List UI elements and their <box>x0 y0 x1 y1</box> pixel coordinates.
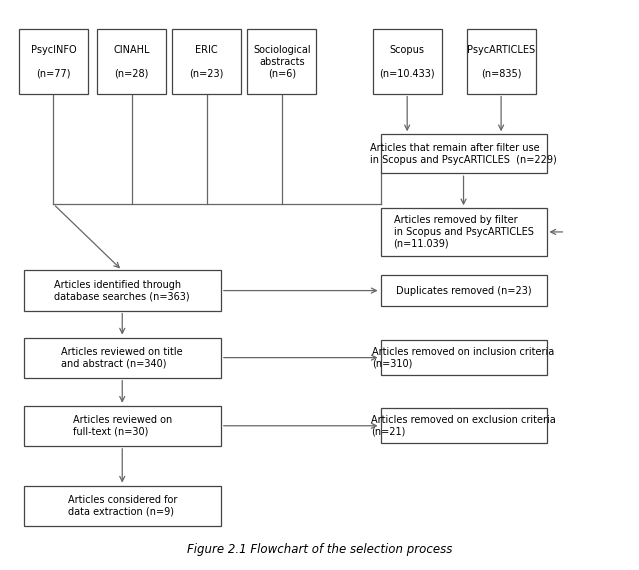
FancyBboxPatch shape <box>381 340 546 375</box>
FancyBboxPatch shape <box>97 30 166 93</box>
Text: Sociological
abstracts
(n=6): Sociological abstracts (n=6) <box>253 45 311 78</box>
Text: PsycARTICLES

(n=835): PsycARTICLES (n=835) <box>467 45 535 78</box>
Text: Duplicates removed (n=23): Duplicates removed (n=23) <box>396 286 532 296</box>
FancyBboxPatch shape <box>381 409 546 443</box>
FancyBboxPatch shape <box>19 30 88 93</box>
FancyBboxPatch shape <box>466 30 535 93</box>
FancyBboxPatch shape <box>381 134 546 173</box>
FancyBboxPatch shape <box>24 271 221 311</box>
FancyBboxPatch shape <box>247 30 316 93</box>
Text: Articles reviewed on title
and abstract (n=340): Articles reviewed on title and abstract … <box>61 347 183 368</box>
Text: Scopus

(n=10.433): Scopus (n=10.433) <box>380 45 435 78</box>
Text: CINAHL

(n=28): CINAHL (n=28) <box>113 45 150 78</box>
Text: Articles removed on exclusion criteria
(n=21): Articles removed on exclusion criteria (… <box>371 415 556 437</box>
Text: Articles reviewed on
full-text (n=30): Articles reviewed on full-text (n=30) <box>73 415 172 437</box>
FancyBboxPatch shape <box>381 275 546 306</box>
FancyBboxPatch shape <box>24 486 221 526</box>
Text: PsycINFO

(n=77): PsycINFO (n=77) <box>31 45 76 78</box>
Text: Articles that remain after filter use
in Scopus and PsycARTICLES  (n=229): Articles that remain after filter use in… <box>370 143 557 165</box>
Text: Articles identified through
database searches (n=363): Articles identified through database sea… <box>54 280 190 302</box>
FancyBboxPatch shape <box>373 30 442 93</box>
Text: ERIC

(n=23): ERIC (n=23) <box>190 45 224 78</box>
FancyBboxPatch shape <box>381 208 546 256</box>
FancyBboxPatch shape <box>24 406 221 446</box>
Text: Articles considered for
data extraction (n=9): Articles considered for data extraction … <box>68 495 177 516</box>
FancyBboxPatch shape <box>24 337 221 378</box>
Text: Figure 2.1 Flowchart of the selection process: Figure 2.1 Flowchart of the selection pr… <box>187 543 452 556</box>
Text: Articles removed by filter
in Scopus and PsycARTICLES
(n=11.039): Articles removed by filter in Scopus and… <box>394 215 534 249</box>
FancyBboxPatch shape <box>173 30 242 93</box>
Text: Articles removed on inclusion criteria
(n=310): Articles removed on inclusion criteria (… <box>373 347 555 368</box>
